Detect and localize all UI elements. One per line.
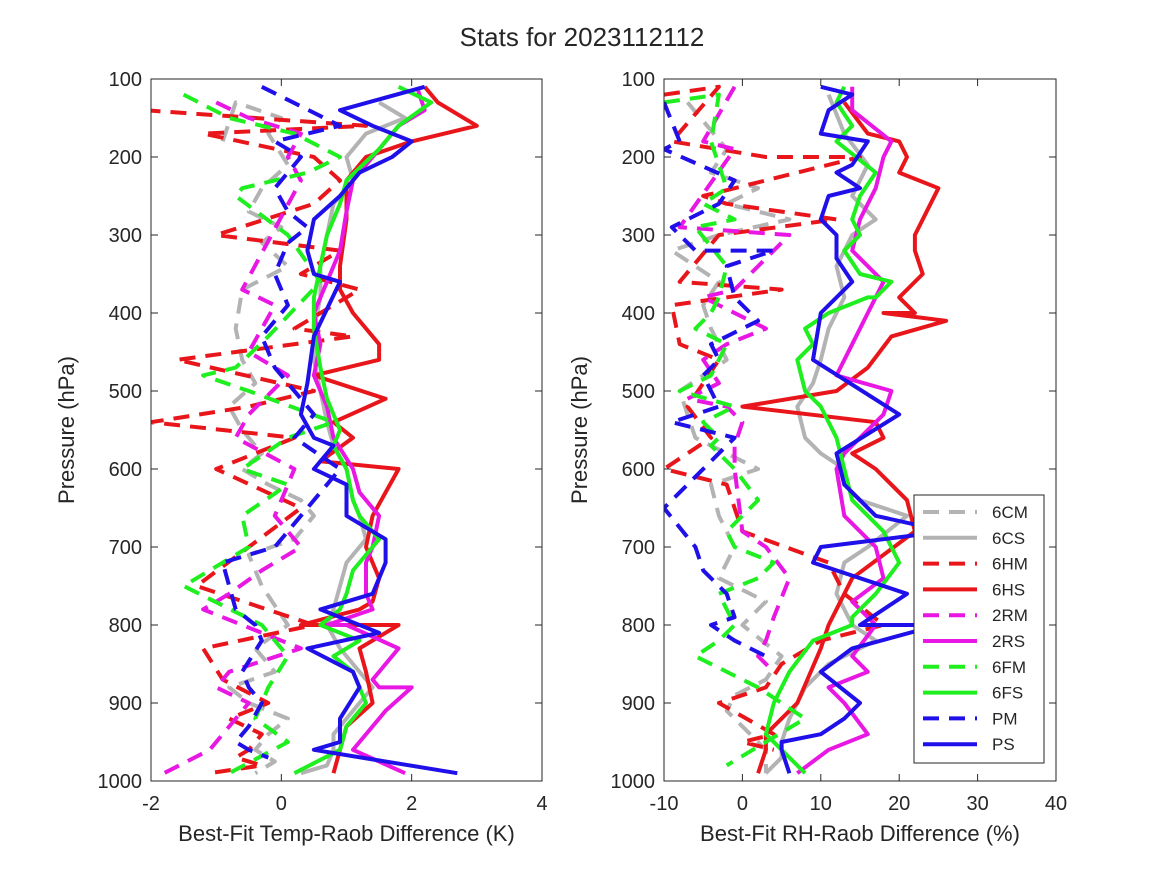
legend-label-6hs: 6HS: [992, 580, 1025, 599]
series-line-6fs: [763, 85, 902, 775]
y-tick-label: 100: [622, 69, 655, 91]
x-axis-label: Best-Fit Temp-Raob Difference (K): [178, 821, 515, 846]
x-tick-label: -2: [142, 793, 160, 815]
y-tick-label: 600: [109, 459, 142, 481]
axes-frame: [663, 78, 1057, 782]
y-tick-label: 800: [622, 615, 655, 637]
legend-label-2rs: 2RS: [992, 632, 1025, 651]
x-tick-label: 0: [276, 793, 287, 815]
series-line-6fm: [181, 92, 342, 775]
series-line-pm: [220, 85, 342, 760]
y-tick-label: 700: [109, 537, 142, 559]
x-tick-label: 2: [406, 793, 417, 815]
legend: 6CM 6CS 6HM 6HS 2RM 2RS 6FM 6FS PM PS: [913, 494, 1045, 764]
y-tick-label: 300: [622, 225, 655, 247]
legend-label-pm: PM: [992, 709, 1018, 728]
x-tick-label: 40: [1045, 793, 1067, 815]
x-tick-label: -10: [650, 793, 679, 815]
y-tick-label: 1000: [98, 771, 143, 793]
y-tick-label: 700: [622, 537, 655, 559]
x-tick-label: 30: [966, 793, 988, 815]
y-axis-label: Pressure (hPa): [54, 356, 79, 504]
series-line-2rm: [163, 100, 303, 775]
legend-label-2rm: 2RM: [992, 606, 1028, 625]
series-line-2rm: [677, 85, 792, 674]
axes-frame: [150, 78, 543, 782]
legend-label-6cm: 6CM: [992, 503, 1028, 522]
x-axis-label: Best-Fit RH-Raob Difference (%): [700, 821, 1020, 846]
figure-title: Stats for 2023112112: [460, 22, 705, 52]
series-line-6cm: [220, 100, 316, 775]
series-line-ps: [779, 84, 949, 774]
series-line-6hm: [664, 84, 886, 752]
series-line-6cm: [669, 101, 792, 774]
x-tick-label: 20: [888, 793, 910, 815]
rh-panel: -10 0 10 20 30 40 100 200 300 400 500 600 700 800 900 1…: [567, 69, 1067, 846]
series-line-6fm: [664, 92, 808, 768]
y-tick-label: 400: [109, 303, 142, 325]
y-tick-label: 300: [109, 225, 142, 247]
x-tick-label: 0: [737, 793, 748, 815]
y-tick-label: 1000: [611, 771, 656, 793]
legend-label-ps: PS: [992, 735, 1015, 754]
y-tick-label: 400: [622, 303, 655, 325]
series-line-ps: [298, 84, 458, 776]
x-tick-label: 10: [810, 793, 832, 815]
y-tick-label: 900: [109, 693, 142, 715]
y-tick-label: 800: [109, 615, 142, 637]
y-tick-label: 200: [109, 147, 142, 169]
series-group: [664, 84, 949, 775]
y-tick-label: 900: [622, 693, 655, 715]
legend-label-6fm: 6FM: [992, 658, 1026, 677]
series-line-pm: [664, 101, 776, 658]
y-tick-label: 600: [622, 459, 655, 481]
legend-label-6cs: 6CS: [992, 529, 1025, 548]
series-group: [151, 84, 479, 776]
temperature-panel: -2 0 2 4 100 200 300 400 500 600 700 800 900 1000 Best…: [54, 69, 548, 846]
y-tick-label: 200: [622, 147, 655, 169]
x-tick-label: 4: [536, 793, 547, 815]
y-tick-label: 500: [622, 381, 655, 403]
y-tick-label: 500: [109, 381, 142, 403]
y-axis-label: Pressure (hPa): [567, 356, 592, 504]
legend-label-6fs: 6FS: [992, 684, 1023, 703]
series-line-2rs: [311, 90, 427, 776]
y-tick-label: 100: [109, 69, 142, 91]
legend-label-6hm: 6HM: [992, 555, 1028, 574]
